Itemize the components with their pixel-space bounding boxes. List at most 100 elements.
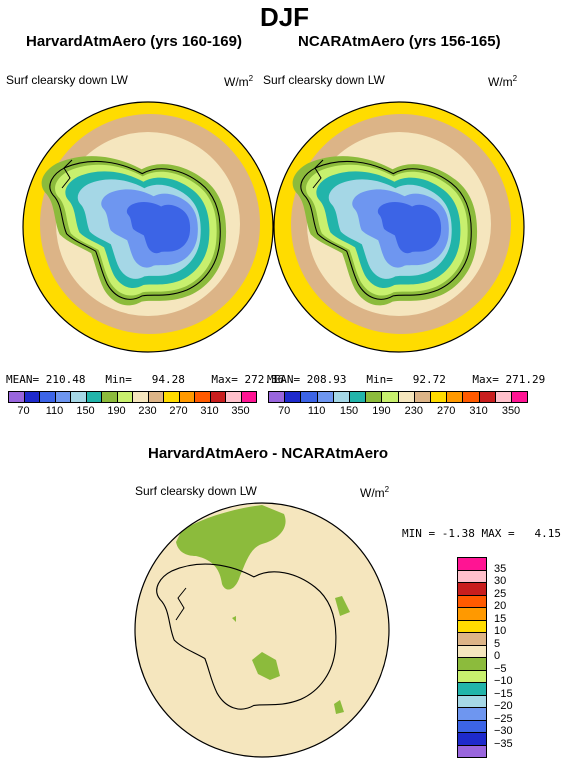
- diff-colorbar-swatch: [457, 732, 487, 746]
- diff-colorbar-swatch: [457, 669, 487, 683]
- colorbar-swatch: [132, 391, 149, 403]
- right-variable-label: Surf clearsky down LW: [263, 73, 385, 87]
- colorbar-swatch: [316, 391, 334, 403]
- diff-colorbar-label: 10: [494, 625, 507, 637]
- diff-colorbar-swatch: [457, 682, 487, 696]
- colorbar-tick-label: 110: [45, 405, 64, 417]
- colorbar-swatch: [430, 391, 448, 403]
- left-stats: MEAN= 210.48 Min= 94.28 Max= 272.36: [6, 373, 285, 386]
- diff-colorbar-swatch: [457, 644, 487, 658]
- colorbar-tick-label: 350: [231, 405, 250, 417]
- colorbar-swatch: [446, 391, 464, 403]
- colorbar-swatch: [116, 391, 133, 403]
- colorbar-swatch: [209, 391, 226, 403]
- colorbar-swatch: [163, 391, 180, 403]
- diff-variable-label: Surf clearsky down LW: [135, 484, 257, 498]
- colorbar-swatch: [332, 391, 350, 403]
- diff-band-neg5-south: [252, 652, 280, 680]
- diff-units: W/m2: [360, 485, 390, 500]
- colorbar-tick-label: 270: [169, 405, 188, 417]
- diff-colorbar-swatch: [457, 657, 487, 671]
- colorbar-swatch: [39, 391, 56, 403]
- left-map-border: [22, 101, 274, 353]
- diff-colorbar-swatch: [457, 744, 487, 758]
- colorbar-swatch: [268, 391, 286, 403]
- colorbar-swatch: [284, 391, 302, 403]
- diff-colorbar-label: −25: [494, 712, 513, 725]
- diff-colorbar-label: −30: [494, 725, 513, 737]
- diff-colorbar-label: −10: [494, 675, 513, 687]
- diff-polar-map: [134, 502, 390, 758]
- left-polar-map: [22, 101, 274, 353]
- colorbar-tick-label: 350: [501, 405, 521, 417]
- colorbar-swatch: [349, 391, 367, 403]
- colorbar-tick-label: 70: [17, 405, 30, 417]
- colorbar-tick-label: 230: [138, 405, 157, 417]
- diff-colorbar-label: 0: [494, 650, 501, 662]
- diff-colorbar-label: −5: [494, 662, 507, 675]
- right-polar-map: [273, 101, 525, 353]
- colorbar-swatch: [85, 391, 102, 403]
- colorbar-swatch: [300, 391, 318, 403]
- left-variable-label: Surf clearsky down LW: [6, 73, 128, 87]
- left-panel-title: HarvardAtmAero (yrs 160-169): [26, 33, 242, 50]
- diff-panel-title: HarvardAtmAero - NCARAtmAero: [148, 445, 389, 462]
- diff-colorbar-label: −35: [494, 737, 513, 750]
- colorbar-tick-label: 310: [200, 405, 219, 417]
- colorbar-swatch: [178, 391, 195, 403]
- left-units: W/m2: [224, 74, 254, 89]
- diff-colorbar-swatch: [457, 632, 487, 646]
- colorbar-swatch: [462, 391, 480, 403]
- colorbar-tick-label: 270: [437, 405, 456, 417]
- colorbar-swatch: [365, 391, 383, 403]
- colorbar-swatch: [147, 391, 164, 403]
- diff-colorbar-swatch: [457, 694, 487, 708]
- diff-colorbar-swatch: [457, 569, 487, 583]
- right-units: W/m2: [488, 74, 518, 89]
- colorbar-tick-label: 230: [404, 405, 423, 417]
- diff-colorbar-swatch: [457, 582, 487, 596]
- colorbar-tick-label: 70: [278, 405, 291, 417]
- diff-minmax: MIN = -1.38 MAX = 4.15: [402, 527, 561, 540]
- colorbar-tick-label: 310: [469, 405, 488, 417]
- colorbar-swatch: [23, 391, 40, 403]
- diff-band-neg5-east: [335, 596, 350, 616]
- colorbar-swatch: [70, 391, 87, 403]
- colorbar-tick-label: 190: [372, 405, 391, 417]
- diff-colorbar-label: 30: [494, 575, 507, 587]
- diff-colorbar-swatch: [457, 719, 487, 733]
- diff-colorbar-label: −15: [494, 687, 513, 700]
- colorbar-tick-label: 150: [76, 405, 95, 417]
- diff-colorbar-label: 15: [494, 612, 507, 625]
- diff-colorbar-label: −20: [494, 700, 513, 712]
- colorbar-swatch: [381, 391, 399, 403]
- diff-colorbar-label: 20: [494, 600, 507, 612]
- colorbar-tick-label: 190: [107, 405, 126, 417]
- colorbar-swatch: [54, 391, 71, 403]
- colorbar-swatch: [511, 391, 529, 403]
- colorbar-swatch: [8, 391, 25, 403]
- colorbar-swatch: [478, 391, 496, 403]
- colorbar-swatch: [194, 391, 211, 403]
- right-stats: MEAN= 208.93 Min= 92.72 Max= 271.29: [267, 373, 546, 386]
- colorbar-swatch: [413, 391, 431, 403]
- diff-band-neg5-north: [176, 505, 286, 590]
- colorbar-tick-label: 150: [339, 405, 359, 417]
- colorbar-swatch: [397, 391, 415, 403]
- diff-colorbar-swatch: [457, 557, 487, 571]
- right-panel-title: NCARAtmAero (yrs 156-165): [298, 33, 501, 50]
- diff-colorbar-label: 5: [494, 637, 501, 650]
- figure-title: DJF: [259, 2, 310, 32]
- colorbar-swatch: [240, 391, 257, 403]
- diff-map-border: [134, 502, 390, 758]
- colorbar-swatch: [494, 391, 512, 403]
- diff-colorbar-swatch: [457, 607, 487, 621]
- colorbar-swatch: [225, 391, 242, 403]
- diff-colorbar-label: 35: [494, 562, 507, 575]
- colorbar-tick-label: 110: [307, 405, 326, 417]
- diff-colorbar-swatch: [457, 594, 487, 608]
- right-map-border: [273, 101, 525, 353]
- diff-colorbar-swatch: [457, 707, 487, 721]
- diff-colorbar-swatch: [457, 619, 487, 633]
